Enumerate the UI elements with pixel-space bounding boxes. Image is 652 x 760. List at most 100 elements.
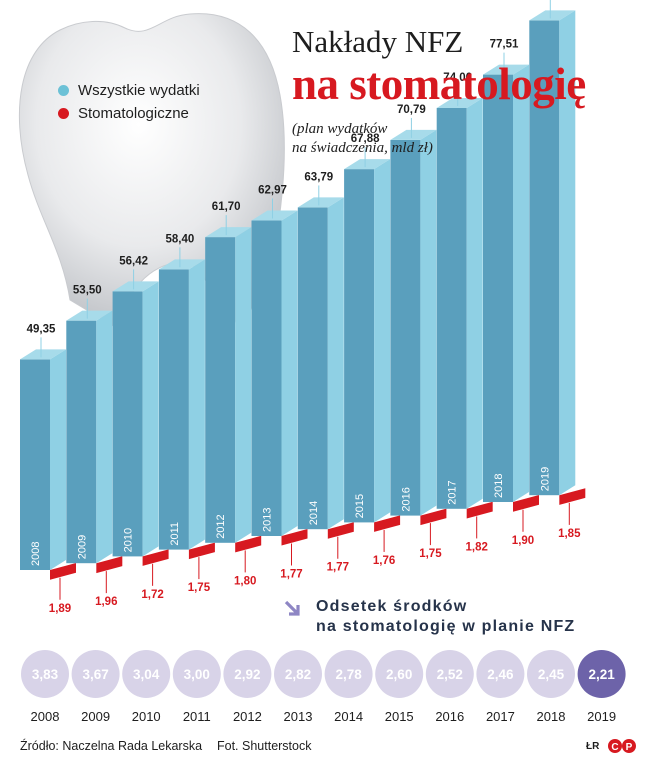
percent-value-2016: 2,52 — [437, 667, 463, 682]
bar-side-2017 — [466, 97, 483, 509]
cp-logo: C P — [608, 739, 636, 753]
value-label-dental-2008: 1,89 — [49, 603, 71, 615]
value-label-dental-2010: 1,72 — [141, 589, 163, 601]
bar-dental-2013 — [281, 529, 308, 546]
percent-value-2009: 3,67 — [82, 667, 108, 682]
percent-value-2011: 3,00 — [184, 667, 210, 682]
percent-value-2010: 3,04 — [133, 667, 160, 682]
bar-dental-2018 — [513, 495, 539, 512]
bar-front-2009 — [66, 320, 97, 564]
photo-credit: Fot. Shutterstock — [217, 739, 312, 753]
year-label-in-bar-2014: 2014 — [308, 501, 320, 525]
percent-year-label-2009: 2009 — [81, 709, 110, 724]
percent-circle-2019 — [577, 650, 626, 698]
value-label-dental-2015: 1,76 — [373, 555, 395, 567]
bar-side-2011 — [188, 259, 205, 550]
bar-dental-2019 — [559, 488, 586, 505]
bar-top-2011 — [158, 259, 205, 270]
bar-front-2018 — [483, 74, 513, 502]
legend-dot-all — [58, 85, 69, 96]
subtitle-line2: na świadczenia, mld zł) — [292, 140, 433, 156]
bar-side-2016 — [420, 129, 437, 516]
bar-side-2014 — [327, 197, 344, 530]
value-label-dental-2018: 1,90 — [512, 535, 534, 547]
percent-value-2017: 2,46 — [487, 667, 514, 682]
value-label-dental-2013: 1,77 — [280, 569, 302, 581]
bar-side-2010 — [142, 281, 159, 557]
bar-dental-2012 — [235, 535, 262, 553]
legend-label-all: Wszystkie wydatki — [78, 82, 200, 99]
year-label-in-bar-2008: 2008 — [30, 542, 42, 566]
bar-dental-2009 — [96, 556, 123, 574]
bar-side-2008 — [50, 349, 66, 570]
value-label-all-2016: 70,79 — [397, 104, 426, 116]
bar-dental-2016 — [420, 508, 447, 526]
bar-front-2013 — [251, 220, 282, 536]
value-label-dental-2009: 1,96 — [95, 596, 117, 608]
bar-dental-2015 — [374, 515, 401, 532]
value-label-all-2014: 63,79 — [304, 171, 333, 183]
percent-circle-2016 — [425, 650, 474, 698]
percent-circle-2011 — [172, 650, 221, 698]
percent-year-label-2018: 2018 — [537, 709, 566, 724]
percent-year-label-2015: 2015 — [385, 709, 414, 724]
bar-dental-2017 — [466, 501, 493, 519]
value-label-all-2008: 49,35 — [27, 323, 56, 335]
bar-front-2012 — [205, 237, 236, 543]
bar-top-2009 — [66, 310, 113, 321]
author-initials: ŁR — [586, 741, 600, 752]
bar-side-2012 — [235, 227, 252, 543]
value-label-all-2010: 56,42 — [119, 255, 148, 267]
percent-circle-2008 — [21, 650, 69, 698]
percent-year-label-2008: 2008 — [31, 709, 60, 724]
value-label-dental-2017: 1,82 — [466, 541, 488, 553]
percent-circle-2012 — [223, 650, 272, 698]
bar-dental-2008 — [50, 563, 76, 580]
bar-front-2015 — [344, 169, 375, 523]
year-label-in-bar-2010: 2010 — [123, 528, 135, 552]
bar-dental-2011 — [188, 542, 215, 560]
percent-value-2014: 2,78 — [335, 667, 362, 682]
percent-year-label-2011: 2011 — [183, 709, 211, 724]
value-label-dental-2016: 1,75 — [419, 548, 442, 560]
bar-side-2015 — [374, 159, 391, 523]
percent-value-2015: 2,60 — [386, 667, 412, 682]
value-label-dental-2014: 1,77 — [327, 562, 349, 574]
bar-top-2018 — [483, 64, 529, 75]
bar-side-2009 — [96, 310, 113, 564]
bar-dental-2010 — [142, 549, 169, 566]
legend: Wszystkie wydatki Stomatologiczne — [58, 79, 200, 125]
percent-circle-2013 — [274, 650, 322, 698]
chart-subtitle: (plan wydatków na świadczenia, mld zł) — [292, 120, 433, 158]
percent-value-2019: 2,21 — [588, 667, 615, 682]
percent-year-label-2014: 2014 — [334, 709, 363, 724]
percent-circle-2018 — [527, 650, 575, 698]
chart-title-line2: na stomatologię — [292, 59, 586, 109]
percent-circle-2010 — [122, 650, 171, 698]
svg-text:P: P — [626, 742, 633, 753]
svg-text:C: C — [611, 742, 618, 753]
source-note: Źródło: Naczelna Rada Lekarska — [20, 739, 203, 753]
value-label-dental-2012: 1,80 — [234, 575, 256, 587]
year-label-in-bar-2012: 2012 — [215, 514, 227, 538]
bar-top-2019 — [529, 10, 576, 21]
legend-dot-dental — [58, 108, 69, 119]
value-label-all-2011: 58,40 — [166, 233, 195, 245]
percent-year-label-2010: 2010 — [132, 709, 161, 724]
chart-title-line1: Nakłady NFZ — [292, 24, 464, 59]
bar-dental-2014 — [327, 522, 354, 539]
bar-front-2011 — [158, 269, 189, 550]
value-label-dental-2011: 1,75 — [188, 582, 211, 594]
legend-item-all: Wszystkie wydatki — [58, 79, 200, 102]
percent-year-label-2016: 2016 — [435, 709, 464, 724]
year-label-in-bar-2017: 2017 — [447, 480, 459, 504]
bar-top-2016 — [390, 129, 437, 140]
percent-title-line2: na stomatologię w planie NFZ — [316, 618, 576, 635]
subtitle-line1: (plan wydatków — [292, 121, 388, 137]
percent-value-2013: 2,82 — [285, 667, 311, 682]
percent-year-label-2019: 2019 — [587, 709, 616, 724]
bar-side-2019 — [559, 10, 576, 496]
legend-label-dental: Stomatologiczne — [78, 105, 189, 122]
year-label-in-bar-2015: 2015 — [354, 494, 366, 518]
bar-front-2008 — [20, 359, 50, 570]
